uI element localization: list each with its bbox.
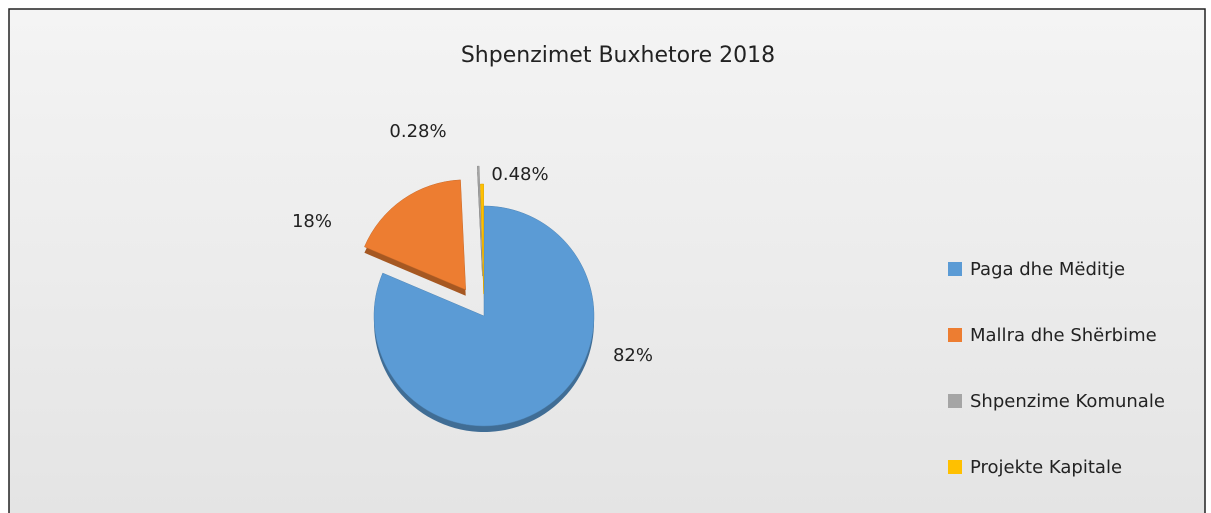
data-label: 0.28% xyxy=(389,121,446,142)
legend-swatch xyxy=(948,460,962,474)
legend-label: Mallra dhe Shërbime xyxy=(970,324,1157,346)
data-label: 82% xyxy=(613,345,653,366)
legend-swatch xyxy=(948,328,962,342)
legend-swatch xyxy=(948,394,962,408)
legend: Paga dhe Mëditje Mallra dhe Shërbime Shpen… xyxy=(948,236,1203,500)
legend-label: Paga dhe Mëditje xyxy=(970,258,1126,280)
legend-label: Shpenzime Komunale xyxy=(970,390,1165,412)
legend-item: Mallra dhe Shërbime xyxy=(948,302,1203,368)
data-label: 0.48% xyxy=(491,164,548,185)
chart-area xyxy=(8,8,1206,513)
slice xyxy=(476,165,483,277)
chart-title: Shpenzimet Buxhetore 2018 xyxy=(461,43,775,68)
slice xyxy=(480,183,484,295)
slice-depth xyxy=(477,172,483,283)
slice xyxy=(373,205,595,427)
legend-item: Shpenzime Komunale xyxy=(948,368,1203,434)
pie xyxy=(364,165,595,432)
slice xyxy=(364,179,466,291)
legend-label: Projekte Kapitale xyxy=(970,456,1123,478)
legend-swatch xyxy=(948,262,962,276)
data-label: 18% xyxy=(292,211,332,232)
legend-item: Projekte Kapitale xyxy=(948,434,1203,500)
legend-item: Paga dhe Mëditje xyxy=(948,236,1203,302)
